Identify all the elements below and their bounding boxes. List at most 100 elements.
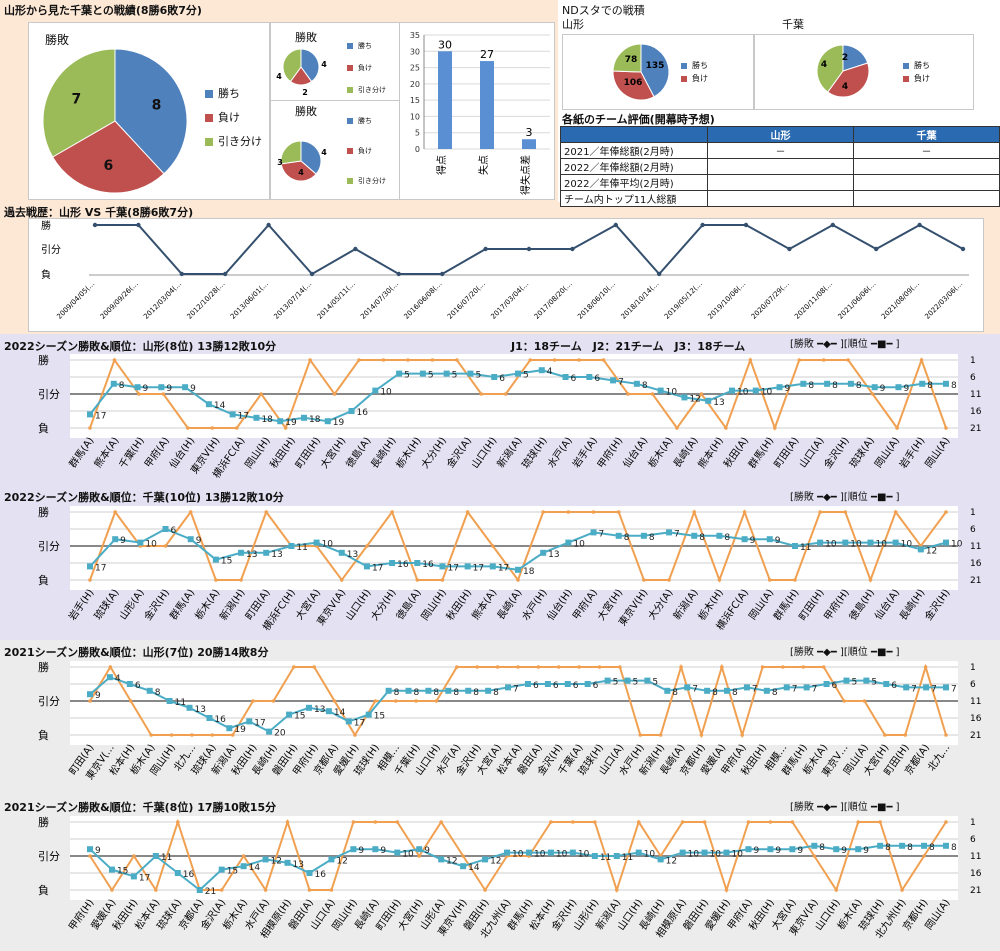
legend-label: 勝ち	[914, 60, 930, 70]
rank-point	[843, 677, 850, 684]
rank-value-label: 8	[649, 533, 655, 543]
rank-value-label: 4	[115, 674, 121, 684]
rank-value-label: 13	[246, 550, 257, 560]
rank-point	[350, 846, 357, 853]
y-label: 負	[41, 269, 51, 281]
result-point	[821, 665, 826, 669]
rank-point	[892, 539, 899, 546]
rank-value-label: 17	[139, 873, 150, 883]
evaluation-row: 2022／年俸総額(2月時)	[560, 158, 1000, 175]
result-point	[552, 358, 557, 362]
x-tick-label: 2021/08/09(…	[880, 280, 921, 321]
result-point	[332, 392, 337, 396]
result-point	[259, 392, 264, 396]
result-point	[214, 578, 218, 582]
season-title: 2021シーズン勝敗&順位：千葉(8位) 17勝10敗15分	[4, 801, 277, 814]
rank-point	[363, 563, 370, 570]
result-point	[163, 544, 168, 548]
rank-value-label: 8	[394, 688, 400, 698]
rank-value-label: 14	[334, 708, 346, 718]
rank-tick-label: 16	[970, 869, 982, 879]
result-point	[439, 820, 443, 824]
pie-value-label: 3	[277, 158, 283, 167]
result-point	[618, 665, 622, 669]
result-point	[495, 665, 500, 669]
nd-yamagata-panel: 135 106 78 勝ち 負け	[562, 34, 754, 110]
result-point	[642, 578, 646, 582]
result-point	[110, 888, 114, 892]
legend-swatch	[205, 138, 213, 146]
result-point	[846, 358, 850, 362]
result-point	[292, 665, 296, 669]
result-point	[571, 820, 575, 824]
league-info: J1：18チーム J2：21チーム J3：18チーム	[511, 340, 746, 353]
rank-point	[591, 853, 598, 859]
y-label: 勝	[41, 219, 51, 232]
pie-value-label: 135	[646, 61, 665, 71]
evaluation-row: チーム内トップ11人総額	[560, 190, 1000, 207]
rank-line	[89, 676, 946, 733]
x-tick-label: 新潟(H)	[217, 586, 248, 622]
rank-value-label: 12	[926, 546, 937, 556]
rank-value-label: 11	[296, 543, 307, 553]
x-tick-label: 仙台(H)	[544, 586, 575, 622]
rank-point	[684, 684, 691, 691]
rank-value-label: 20	[274, 729, 286, 739]
rank-point	[130, 873, 137, 880]
rank-value-label: 9	[750, 536, 756, 546]
season-legend: [勝敗 ━◆━ ][順位 ━■━ ]	[790, 339, 900, 350]
pie-slice	[816, 44, 844, 93]
rank-value-label: 19	[285, 418, 297, 428]
rank-point	[262, 856, 269, 863]
y-label: 勝	[38, 505, 49, 519]
rank-tick-label: 11	[970, 697, 981, 707]
rank-point	[482, 856, 489, 863]
evaluation-cell: 2022／年俸平均(2月時)	[560, 174, 708, 191]
result-point	[264, 510, 269, 514]
rank-value-label: 15	[294, 712, 305, 722]
legend-swatch	[205, 114, 213, 122]
rank-value-label: 8	[856, 381, 862, 391]
y-tick-label: 0	[415, 145, 420, 154]
result-point	[717, 578, 722, 582]
result-point	[878, 820, 882, 824]
result-point	[923, 665, 928, 669]
x-tick-label: 得点	[436, 155, 448, 175]
rank-value-label: 11	[622, 853, 633, 863]
rank-point	[108, 866, 115, 873]
result-point	[440, 578, 445, 582]
evaluation-cell	[707, 174, 854, 191]
legend-label: 勝ち	[218, 86, 240, 100]
rank-value-label: 14	[249, 863, 261, 873]
rank-point	[277, 418, 284, 425]
y-label: 引分	[38, 539, 60, 553]
result-point	[516, 665, 520, 669]
rank-point	[365, 711, 372, 718]
rank-value-label: 9	[775, 536, 781, 546]
evaluation-cell	[707, 158, 854, 175]
rank-line	[89, 844, 946, 892]
history-point	[960, 246, 966, 252]
rank-point	[863, 677, 870, 684]
rank-point	[664, 687, 671, 694]
result-point	[724, 888, 729, 892]
result-point	[746, 820, 751, 824]
season-title: 2022シーズン勝敗&順位：千葉(10位) 13勝12敗10分	[4, 491, 284, 504]
evaluation-header-cell: 千葉	[853, 126, 1000, 143]
rank-value-label: 6	[553, 681, 559, 691]
result-point	[308, 358, 312, 362]
rank-value-label: 10	[850, 540, 862, 550]
y-label: 引分	[41, 244, 61, 256]
result-point	[593, 820, 597, 824]
result-point	[357, 358, 361, 362]
legend-label: 負け	[692, 73, 708, 83]
x-tick-label: 町田(A)	[773, 435, 802, 470]
rank-point	[137, 539, 144, 546]
x-tick-label: 熊本(H)	[695, 434, 726, 470]
legend-swatch	[903, 76, 909, 82]
rank-value-label: 17	[498, 563, 509, 573]
rank-value-label: 9	[903, 384, 909, 394]
rank-point	[196, 887, 203, 893]
history-point	[92, 222, 98, 228]
summary-title: 山形から見た千葉との戦績(8勝6敗7分)	[4, 4, 202, 17]
